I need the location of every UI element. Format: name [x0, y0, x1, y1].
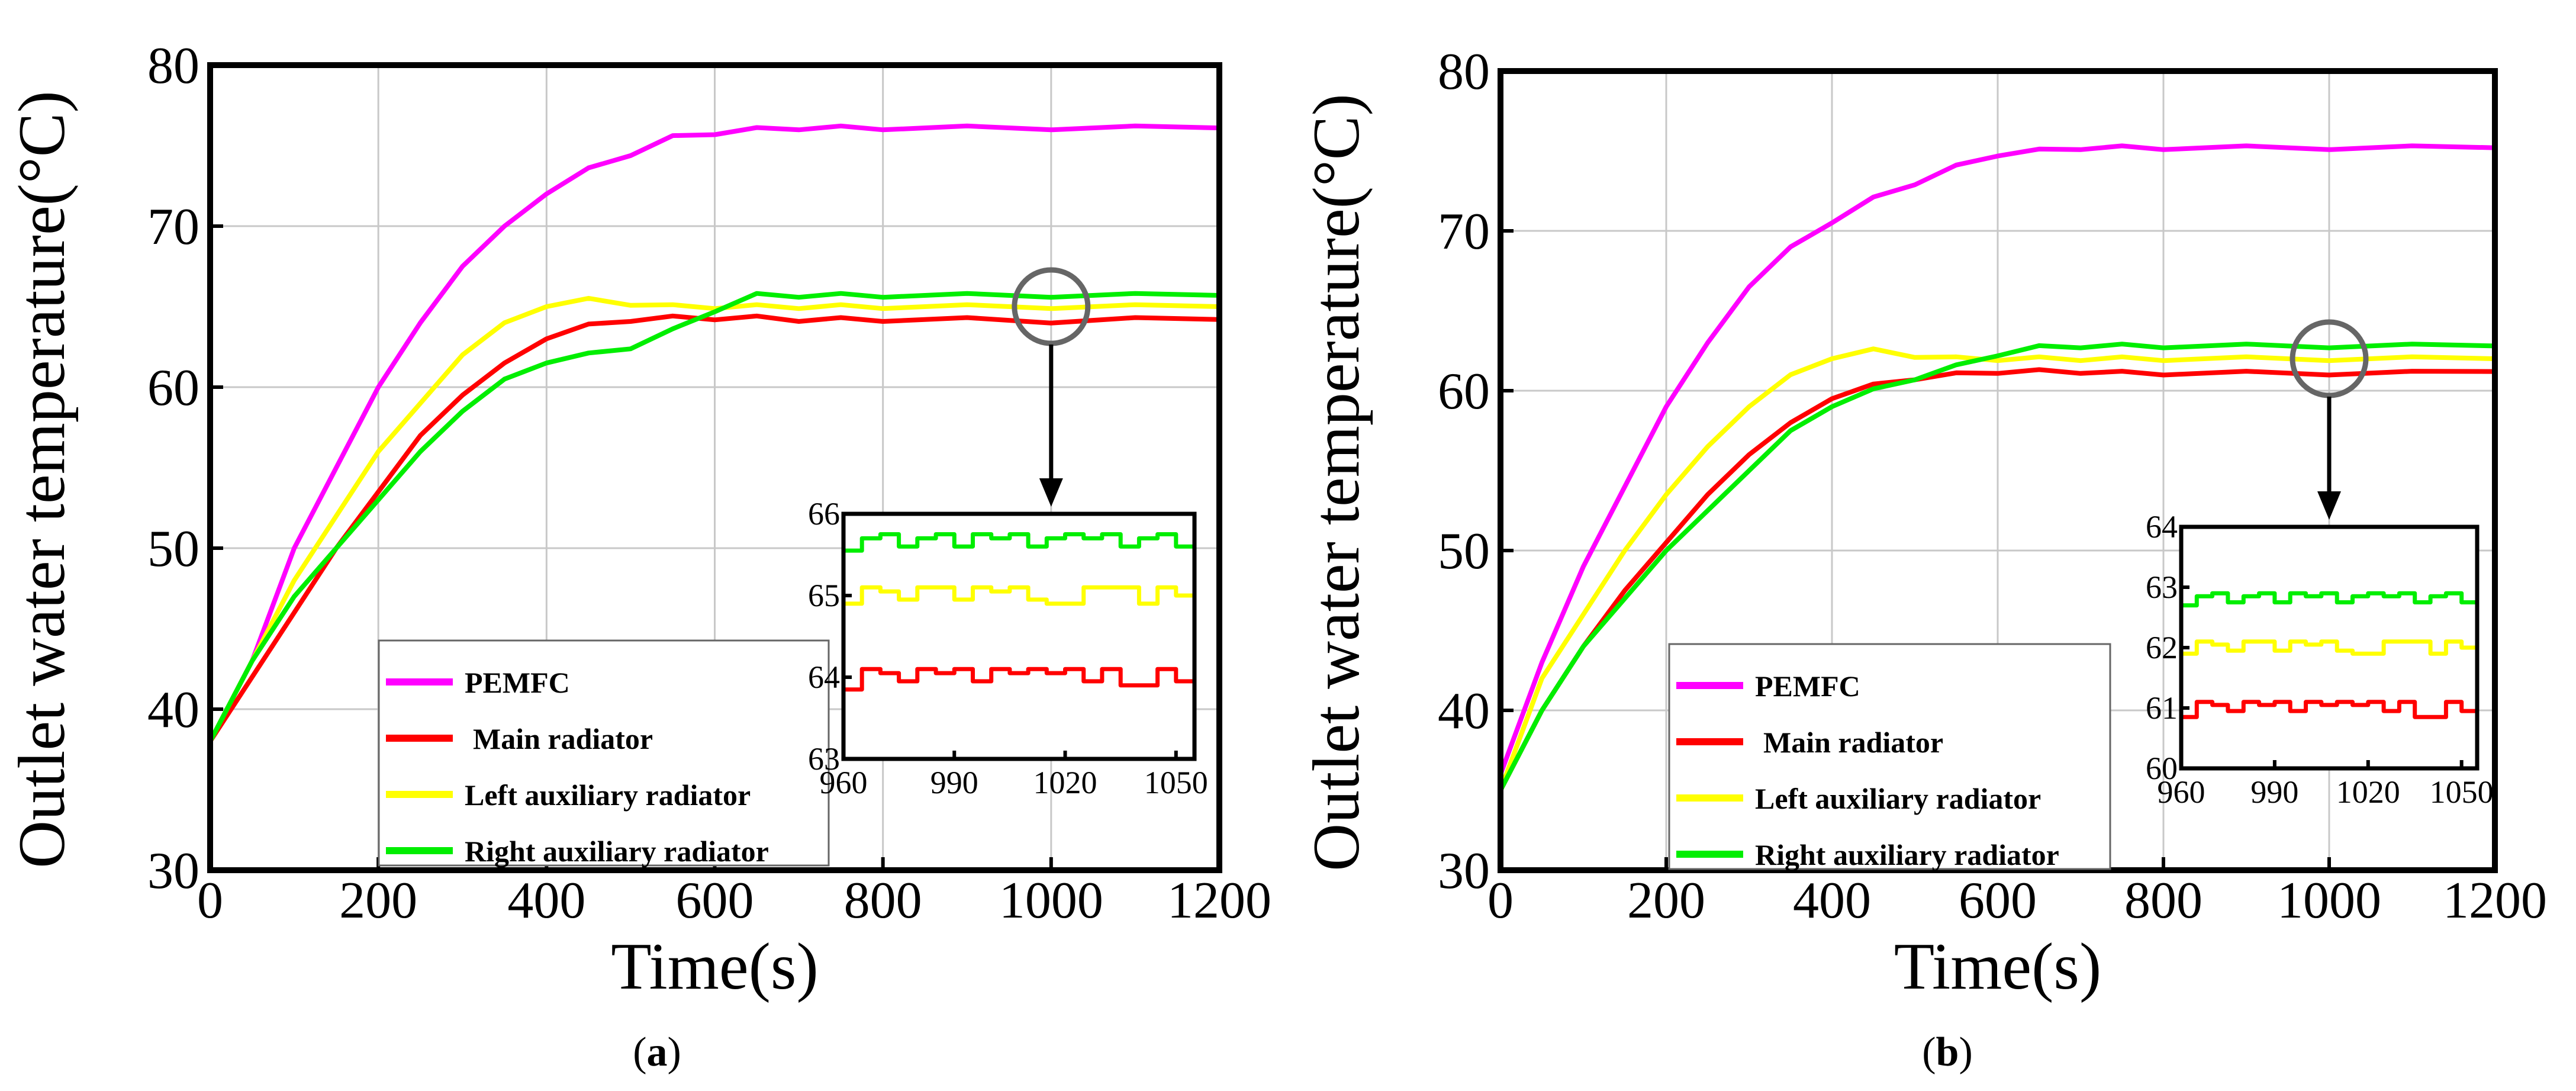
legend-item: Left auxiliary radiator	[1676, 782, 2041, 815]
y-axis-label: Outlet water temperature(°C)	[5, 91, 79, 868]
x-axis-label: Time(s)	[1894, 930, 2102, 1003]
x-tick-label: 1000	[999, 872, 1103, 929]
inset-y-tick-label: 66	[808, 496, 840, 532]
legend-item: Right auxiliary radiator	[386, 835, 769, 868]
zoom-callout-circle	[2290, 319, 2369, 398]
legend-label: PEMFC	[465, 666, 570, 699]
x-tick-label: 800	[2124, 872, 2203, 929]
inset-chart: 960 990 1020 1050 60 61 62 63 64	[2146, 509, 2494, 810]
inset-y-tick-label: 62	[2146, 630, 2178, 665]
y-tick-label: 50	[1438, 523, 1490, 580]
legend-item: Left auxiliary radiator	[386, 778, 751, 812]
legend-item: PEMFC	[1676, 670, 1860, 703]
y-tick-label: 70	[1438, 203, 1490, 260]
inset-series-right-auxiliary-radiator	[2181, 591, 2480, 608]
series-line-right-auxiliary-radiator	[208, 291, 1222, 744]
inset-y-tick-label: 63	[2146, 569, 2178, 605]
legend-label: PEMFC	[1755, 670, 1860, 703]
legend-item: Right auxiliary radiator	[1676, 838, 2059, 871]
zoom-arrow-head	[2317, 491, 2341, 520]
legend-item: Main radiator	[1676, 726, 1943, 759]
inset-y-tick-label: 64	[808, 659, 840, 695]
x-tick-label: 0	[197, 872, 223, 929]
series-line-right-auxiliary-radiator	[1498, 342, 2497, 793]
inset-y-tick-label: 60	[2146, 751, 2178, 786]
inset-x-tick-label: 1050	[1144, 765, 1208, 800]
inset-y-tick-label: 64	[2146, 509, 2178, 545]
y-tick-label: 80	[147, 37, 199, 95]
legend-label: Main radiator	[1763, 726, 1943, 759]
inset-x-tick-label: 1020	[2336, 774, 2400, 810]
inset-x-tick-label: 1020	[1033, 765, 1097, 800]
inset-x-tick-label: 990	[930, 765, 978, 800]
y-tick-label: 70	[147, 198, 199, 256]
y-tick-label: 50	[147, 520, 199, 578]
x-tick-label: 1200	[1167, 872, 1271, 929]
y-tick-label: 80	[1438, 43, 1490, 101]
x-tick-label: 0	[1487, 872, 1514, 929]
legend-item: Main radiator	[386, 722, 653, 755]
legend-label: Left auxiliary radiator	[1755, 782, 2041, 815]
panel-label: (b)	[1922, 1029, 1973, 1075]
y-tick-label: 30	[1438, 842, 1490, 900]
inset-y-tick-label: 65	[808, 578, 840, 613]
inset-chart: 960 990 1020 1050 63 64 65 66	[808, 496, 1208, 800]
x-tick-label: 800	[844, 872, 922, 929]
legend-box	[378, 639, 830, 867]
inset-series-right-auxiliary-radiator	[843, 532, 1197, 553]
x-tick-label: 600	[1959, 872, 2037, 929]
legend-label: Left auxiliary radiator	[465, 778, 751, 812]
inset-border	[841, 511, 1197, 761]
x-tick-label: 400	[507, 872, 585, 929]
zoom-arrow-head	[1039, 478, 1063, 507]
x-axis-label: Time(s)	[611, 930, 819, 1003]
legend-label: Main radiator	[473, 722, 653, 755]
legend: PEMFC Main radiator Left auxiliary radiato…	[1668, 643, 2111, 871]
zoom-callout-circle	[1012, 267, 1091, 346]
y-axis-label: Outlet water temperature(°C)	[1300, 94, 1373, 871]
inset-series-left-auxiliary-radiator	[2181, 639, 2480, 656]
inset-x-tick-label: 1050	[2430, 774, 2494, 810]
chart-panel-2: 0 200 400 600 800 1000 1200 30 40 50 60 70 80 Time(s)…	[1300, 43, 2547, 1075]
inset-x-tick-label: 990	[2250, 774, 2298, 810]
inset-frame	[2179, 524, 2480, 771]
x-tick-label: 600	[676, 872, 754, 929]
legend-label: Right auxiliary radiator	[1755, 838, 2059, 871]
series-line-pemfc	[208, 123, 1222, 744]
y-tick-label: 60	[147, 359, 199, 417]
legend-label: Right auxiliary radiator	[465, 835, 769, 868]
inset-y-tick-label: 63	[808, 741, 840, 777]
y-tick-label: 40	[147, 681, 199, 739]
inset-y-tick-label: 61	[2146, 690, 2178, 726]
x-tick-label: 1000	[2277, 872, 2381, 929]
y-tick-label: 30	[147, 842, 199, 900]
legend: PEMFC Main radiator Left auxiliary radiato…	[378, 639, 830, 868]
inset-series-main-radiator	[2181, 699, 2480, 719]
series-line-left-auxiliary-radiator	[1498, 346, 2497, 793]
legend-box	[1668, 643, 2111, 870]
y-tick-label: 40	[1438, 683, 1490, 740]
inset-series-main-radiator	[843, 665, 1197, 692]
x-tick-label: 1200	[2443, 872, 2547, 929]
inset-series-left-auxiliary-radiator	[843, 585, 1197, 606]
panel-label: (a)	[633, 1029, 681, 1075]
legend-item: PEMFC	[386, 666, 570, 699]
x-tick-label: 400	[1793, 872, 1871, 929]
inset-x-tick-label: 960	[2158, 774, 2205, 810]
series-line-left-auxiliary-radiator	[208, 295, 1222, 744]
y-tick-label: 60	[1438, 363, 1490, 420]
inset-x-tick-label: 960	[820, 765, 868, 800]
x-tick-label: 200	[1627, 872, 1705, 929]
x-tick-label: 200	[339, 872, 417, 929]
series-line-pemfc	[1498, 143, 2497, 777]
chart-panel-1: 0 200 400 600 800 1000 1200 30 40 50 60 70 80 Time(s)…	[5, 37, 1271, 1075]
inset-frame	[841, 511, 1197, 761]
